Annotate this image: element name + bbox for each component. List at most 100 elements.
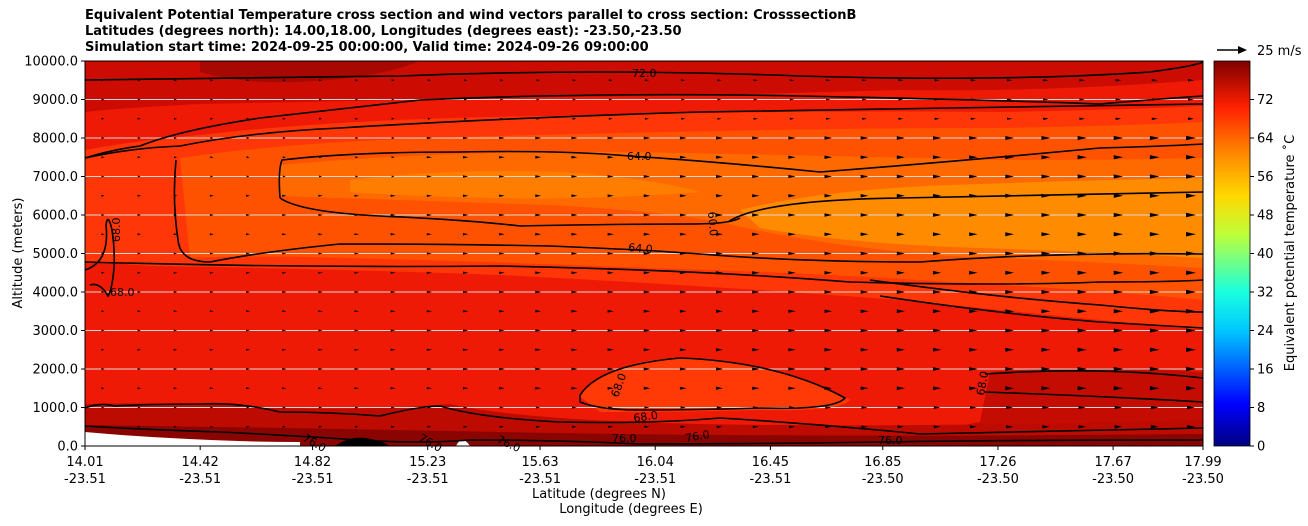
wind-arrow [1077, 270, 1087, 275]
x-tick-label-lat: 15.23 [409, 455, 446, 470]
wind-arrow [390, 387, 396, 390]
wind-arrow [643, 175, 651, 178]
wind-arrow [932, 251, 942, 256]
wind-arrow [1188, 98, 1194, 101]
wind-arrow [137, 233, 141, 236]
contour-label-64-upper: 64.0 [627, 150, 652, 163]
wind-arrow [209, 291, 214, 293]
wind-arrow [896, 386, 905, 391]
wind-arrow [390, 367, 396, 371]
wind-arrow [1186, 251, 1196, 256]
wind-arrow [426, 271, 432, 274]
wind-arrow [318, 406, 323, 409]
layer-52-56 [350, 171, 700, 199]
colorbar-tick-label: 0 [1257, 440, 1265, 455]
wind-arrow [173, 329, 178, 332]
wind-arrow [174, 117, 178, 120]
wind-arrow [499, 271, 505, 275]
wind-arrow [789, 117, 795, 120]
wind-arrow [933, 405, 941, 410]
wind-arrow [535, 309, 542, 313]
wind-arrow [427, 425, 432, 428]
wind-arrow [645, 79, 649, 82]
wind-arrow [1149, 289, 1160, 295]
wind-arrow [969, 174, 978, 179]
wind-arrow [896, 290, 905, 294]
wind-arrow [932, 347, 942, 352]
wind-arrow [318, 367, 323, 371]
contour-label-76-e: 76.0 [684, 428, 710, 445]
wind-arrow [571, 194, 578, 198]
wind-arrow [209, 214, 214, 216]
wind-arrow [390, 310, 396, 313]
wind-arrow [210, 137, 214, 139]
wind-arrow [1186, 232, 1196, 237]
wind-arrow [1077, 289, 1087, 295]
wind-arrow [390, 252, 396, 255]
wind-arrow [462, 367, 469, 371]
wind-arrow [898, 117, 904, 120]
wind-arrow [1186, 347, 1196, 352]
wind-arrow [318, 233, 323, 236]
wind-arrow [1005, 213, 1015, 217]
wind-arrow [752, 251, 760, 256]
colorbar: 0 8 16 24 32 40 48 56 64 72 Equivalent potential … [1213, 60, 1298, 455]
wind-arrow [1115, 117, 1122, 121]
wind-arrow [932, 309, 942, 314]
wind-arrow [679, 271, 687, 275]
wind-arrow [716, 194, 724, 198]
wind-arrow [860, 270, 869, 275]
wind-arrow [607, 271, 614, 275]
wind-arrow [499, 309, 505, 313]
wind-arrow [824, 232, 833, 236]
wind-arrow [643, 348, 651, 352]
wind-arrow [969, 136, 978, 140]
wind-arrow [1078, 425, 1086, 429]
x-tick-label-lon: -23.50 [1182, 472, 1224, 487]
wind-arrow [1186, 309, 1196, 314]
contour-60 [727, 191, 1203, 223]
wind-arrow [934, 117, 940, 120]
wind-arrow [427, 79, 431, 82]
wind-arrow [679, 136, 687, 140]
wind-arrow [282, 425, 287, 428]
wind-arrow [355, 175, 359, 178]
contour-68-lobe [85, 218, 116, 298]
wind-arrow [426, 329, 432, 332]
wind-arrow [607, 329, 614, 332]
wind-arrow [101, 214, 105, 216]
wind-arrow [427, 98, 431, 101]
colorbar-label: Equivalent potential temperature ˚C [1282, 135, 1298, 371]
wind-arrow [535, 290, 542, 294]
wind-arrow [753, 79, 758, 82]
wind-arrow [1041, 193, 1051, 198]
wind-arrow [752, 367, 760, 371]
wind-arrow [932, 193, 942, 198]
wind-arrow [499, 252, 505, 255]
x-tick-label-lat: 15.63 [521, 455, 558, 470]
wind-arrow [246, 252, 251, 255]
wind-arrow [173, 271, 178, 274]
wind-arrow [391, 156, 395, 159]
wind-arrow [1186, 366, 1196, 372]
top-darkest [200, 61, 420, 83]
wind-arrow [679, 213, 687, 217]
wind-arrow [319, 156, 323, 159]
wind-arrow [246, 291, 251, 293]
x-tick-label-lon: -23.50 [1092, 472, 1134, 487]
contour-label-60: 60.0 [705, 211, 720, 237]
wind-arrow [716, 348, 724, 352]
wind-arrow [1077, 366, 1087, 372]
wind-arrow [681, 117, 686, 120]
wind-arrow [716, 290, 724, 294]
wind-arrow [969, 347, 978, 352]
wind-arrow [932, 290, 942, 294]
wind-arrow [896, 174, 905, 179]
wind-arrow [752, 290, 760, 294]
wind-arrow [1077, 212, 1087, 218]
wind-arrow [391, 79, 395, 82]
wind-arrow [752, 425, 759, 429]
wind-arrow [932, 328, 942, 333]
wind-arrow [1041, 174, 1051, 179]
wind-arrow [1041, 232, 1051, 237]
